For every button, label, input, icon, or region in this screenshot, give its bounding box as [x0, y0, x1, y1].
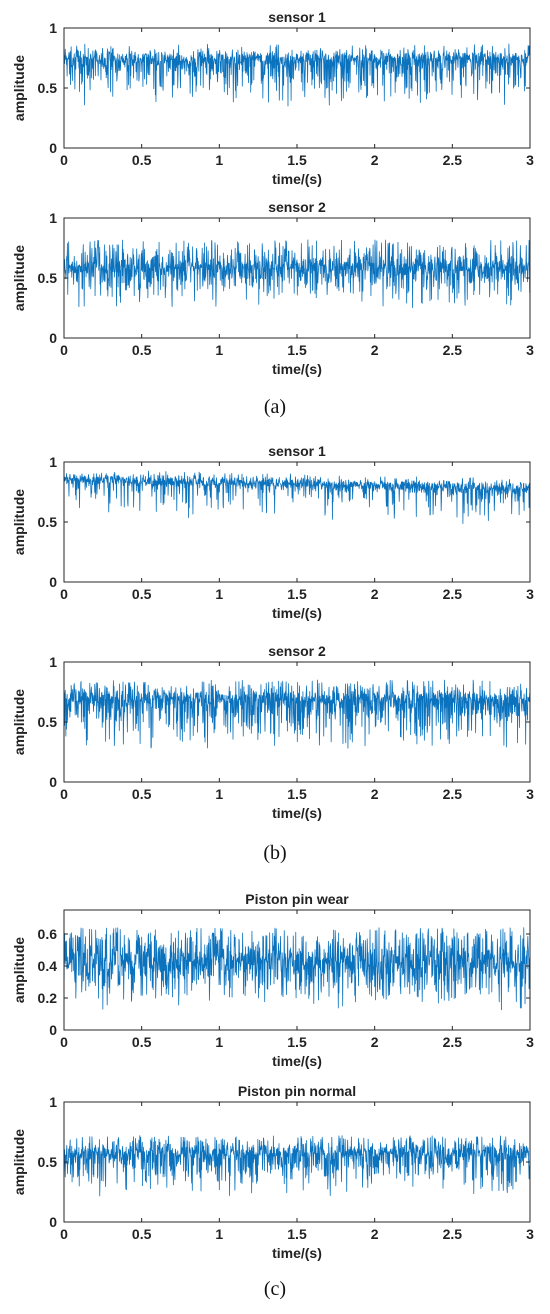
x-tick-label: 1	[215, 342, 223, 358]
y-tick-label: 0	[49, 1022, 57, 1038]
x-tick-label: 2	[371, 1226, 379, 1242]
chart-title: Piston pin normal	[238, 1083, 356, 1099]
x-axis-label: time/(s)	[272, 1245, 322, 1261]
x-tick-label: 0.5	[132, 1034, 152, 1050]
x-axis-label: time/(s)	[272, 1053, 322, 1069]
caption-a: (a)	[263, 396, 287, 418]
chart-title: Piston pin wear	[245, 891, 349, 907]
y-axis-label: amplitude	[11, 489, 27, 555]
x-tick-label: 3	[526, 342, 534, 358]
signal-line	[63, 43, 531, 107]
chart-title: sensor 1	[268, 443, 326, 459]
signal-line	[63, 1135, 531, 1197]
y-tick-label: 0.5	[38, 714, 58, 730]
x-tick-label: 2	[371, 152, 379, 168]
x-tick-label: 1.5	[287, 1034, 307, 1050]
x-tick-label: 0	[60, 152, 68, 168]
chart-title: sensor 2	[268, 643, 326, 659]
x-tick-label: 2	[371, 342, 379, 358]
x-tick-label: 2.5	[443, 586, 463, 602]
y-tick-label: 0.2	[38, 990, 58, 1006]
y-tick-label: 0.6	[38, 926, 58, 942]
x-tick-label: 2	[371, 786, 379, 802]
chart-title: sensor 2	[268, 199, 326, 215]
x-axis-label: time/(s)	[272, 605, 322, 621]
signal-line	[63, 927, 531, 1011]
signal-line	[63, 470, 531, 525]
x-tick-label: 1	[215, 1034, 223, 1050]
chart-b-sensor-1: sensor 1 0 0.5 1 1.5 2 2.5 3 0 0.5 1 time/(s) amplit…	[11, 443, 534, 621]
x-tick-label: 3	[526, 152, 534, 168]
x-tick-label: 1	[215, 586, 223, 602]
x-tick-label: 0.5	[132, 342, 152, 358]
x-tick-label: 2.5	[443, 152, 463, 168]
x-tick-label: 0.5	[132, 152, 152, 168]
x-tick-label: 2	[371, 1034, 379, 1050]
caption-c: (c)	[263, 1278, 287, 1300]
x-tick-label: 1	[215, 786, 223, 802]
x-tick-label: 2.5	[443, 1034, 463, 1050]
caption-b: (b)	[263, 842, 287, 864]
x-tick-label: 1	[215, 152, 223, 168]
x-tick-label: 0	[60, 586, 68, 602]
chart-a-sensor-2: sensor 2 0 0.5 1 1.5 2 2.5 3 0 0.5 1 time/(s) amplit…	[11, 199, 534, 377]
x-tick-label: 2	[371, 586, 379, 602]
y-tick-label: 0	[49, 1214, 57, 1230]
y-tick-label: 0	[49, 330, 57, 346]
y-tick-label: 1	[49, 1094, 57, 1110]
x-tick-label: 3	[526, 1034, 534, 1050]
x-tick-label: 2.5	[443, 786, 463, 802]
y-tick-label: 0	[49, 140, 57, 156]
x-tick-label: 3	[526, 586, 534, 602]
y-axis-label: amplitude	[11, 937, 27, 1003]
x-tick-label: 0	[60, 786, 68, 802]
y-tick-label: 0.5	[38, 270, 58, 286]
x-tick-label: 0	[60, 342, 68, 358]
x-tick-label: 0.5	[132, 786, 152, 802]
x-tick-label: 0	[60, 1226, 68, 1242]
chart-title: sensor 1	[268, 9, 326, 25]
x-tick-label: 0.5	[132, 1226, 152, 1242]
x-tick-label: 2.5	[443, 342, 463, 358]
signal-line	[63, 679, 531, 749]
y-tick-label: 1	[49, 454, 57, 470]
x-tick-label: 1.5	[287, 786, 307, 802]
x-tick-label: 1	[215, 1226, 223, 1242]
x-tick-label: 1.5	[287, 152, 307, 168]
x-tick-label: 1.5	[287, 342, 307, 358]
chart-a-sensor-1: sensor 1 0 0.5 1 1.5 2 2.5 3 0 0.5 1 time/(s) amplit…	[11, 9, 534, 187]
x-axis-label: time/(s)	[272, 361, 322, 377]
x-tick-label: 3	[526, 1226, 534, 1242]
y-axis-label: amplitude	[11, 689, 27, 755]
y-tick-label: 0	[49, 774, 57, 790]
x-tick-label: 2.5	[443, 1226, 463, 1242]
y-axis-label: amplitude	[11, 245, 27, 311]
signal-line	[63, 239, 531, 309]
x-axis-label: time/(s)	[272, 805, 322, 821]
x-tick-label: 1.5	[287, 1226, 307, 1242]
y-axis-label: amplitude	[11, 55, 27, 121]
chart-c-piston-pin-wear: Piston pin wear 0 0.5 1 1.5 2 2.5 3 0 0.2 0.4 0.6 ti…	[11, 891, 534, 1069]
x-tick-label: 0.5	[132, 586, 152, 602]
y-tick-label: 0	[49, 574, 57, 590]
plot-frame	[63, 27, 531, 149]
y-tick-label: 1	[49, 654, 57, 670]
y-tick-label: 1	[49, 20, 57, 36]
x-axis-label: time/(s)	[272, 171, 322, 187]
chart-c-piston-pin-normal: Piston pin normal 0 0.5 1 1.5 2 2.5 3 0 0.5 1 time/…	[11, 1083, 534, 1261]
x-tick-label: 1.5	[287, 586, 307, 602]
y-tick-label: 0.5	[38, 514, 58, 530]
y-tick-label: 1	[49, 210, 57, 226]
y-axis-label: amplitude	[11, 1129, 27, 1195]
x-tick-label: 3	[526, 786, 534, 802]
y-tick-label: 0.5	[38, 80, 58, 96]
x-tick-label: 0	[60, 1034, 68, 1050]
y-tick-label: 0.5	[38, 1154, 58, 1170]
chart-b-sensor-2: sensor 2 0 0.5 1 1.5 2 2.5 3 0 0.5 1 time/(s) amplit…	[11, 643, 534, 821]
y-tick-label: 0.4	[38, 958, 58, 974]
